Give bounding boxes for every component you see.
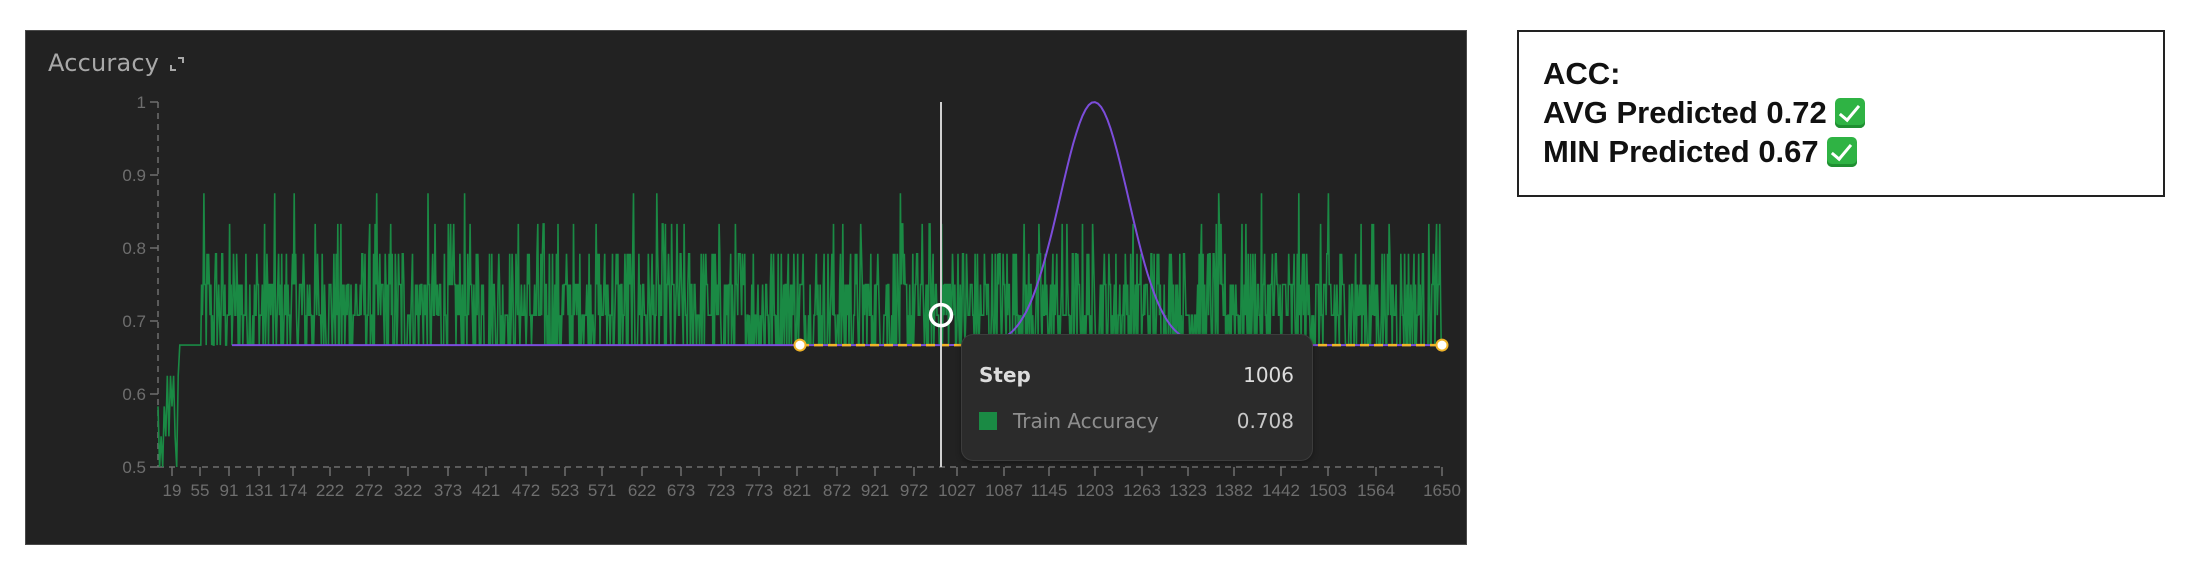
svg-text:1503: 1503 [1309,481,1347,500]
svg-text:1263: 1263 [1123,481,1161,500]
check-mark-button-icon [1834,98,1865,128]
svg-text:1145: 1145 [1031,481,1068,500]
svg-text:921: 921 [861,481,889,500]
forecast-end-marker [1435,338,1449,352]
check-mark-button-icon [1826,137,1857,167]
svg-text:0.9: 0.9 [122,166,146,185]
avg-predicted-row: AVG Predicted 0.72 [1543,95,1865,131]
svg-text:1442: 1442 [1262,481,1300,500]
svg-text:1: 1 [137,93,146,112]
min-predicted-row: MIN Predicted 0.67 [1543,134,1857,170]
svg-text:472: 472 [512,481,540,500]
svg-text:91: 91 [220,481,239,500]
svg-text:622: 622 [628,481,656,500]
svg-text:0.7: 0.7 [122,312,146,331]
svg-text:0.6: 0.6 [122,385,146,404]
acc-heading: ACC: [1543,56,1621,91]
chart-title: Accuracy [48,49,160,77]
train-accuracy-swatch-icon [979,412,997,430]
svg-text:1564: 1564 [1357,481,1395,500]
svg-text:272: 272 [355,481,383,500]
svg-text:723: 723 [707,481,735,500]
x-axis: 19 55 91 131 174 222 272 322 373 421 472 523 571 622 6… [158,466,1461,500]
svg-text:322: 322 [394,481,422,500]
svg-text:773: 773 [745,481,773,500]
svg-text:1382: 1382 [1215,481,1253,500]
svg-text:373: 373 [434,481,462,500]
svg-text:972: 972 [900,481,928,500]
min-predicted-text: MIN Predicted 0.67 [1543,134,1819,169]
svg-text:0.5: 0.5 [122,458,146,477]
tooltip-series-value: 0.708 [1236,409,1294,433]
svg-text:421: 421 [472,481,500,500]
tooltip-step-label: Step [979,363,1031,387]
tooltip-series-label: Train Accuracy [1013,409,1159,433]
svg-text:821: 821 [783,481,811,500]
svg-text:222: 222 [316,481,344,500]
svg-text:0.8: 0.8 [122,239,146,258]
y-axis: 0.5 0.6 0.7 0.8 0.9 1 [122,93,159,477]
hover-tooltip: Step 1006 Train Accuracy 0.708 [961,334,1313,461]
train-accuracy-line [157,193,1442,468]
svg-text:174: 174 [279,481,307,500]
avg-predicted-text: AVG Predicted 0.72 [1543,95,1827,130]
svg-text:1650: 1650 [1423,481,1461,500]
accuracy-line-chart[interactable]: 0.5 0.6 0.7 0.8 0.9 1 19 55 91 131 174 222 272 322 37… [26,31,1468,546]
svg-text:872: 872 [823,481,851,500]
svg-text:1027: 1027 [938,481,976,500]
svg-text:1087: 1087 [985,481,1023,500]
svg-text:19: 19 [163,481,182,500]
svg-text:1203: 1203 [1076,481,1114,500]
svg-text:131: 131 [245,481,273,500]
svg-text:55: 55 [191,481,210,500]
hover-point-marker [928,302,954,328]
svg-text:571: 571 [588,481,616,500]
svg-text:673: 673 [667,481,695,500]
svg-text:523: 523 [551,481,579,500]
forecast-start-marker [793,338,807,352]
accuracy-chart-panel: Accuracy 0.5 0.6 0.7 0.8 0.9 1 19 55 91 131 174 22… [25,30,1467,545]
tooltip-step-value: 1006 [1243,363,1294,387]
expand-icon[interactable] [169,56,185,72]
svg-text:1323: 1323 [1169,481,1207,500]
acc-summary-box: ACC: AVG Predicted 0.72 MIN Predicted 0.… [1517,30,2165,197]
